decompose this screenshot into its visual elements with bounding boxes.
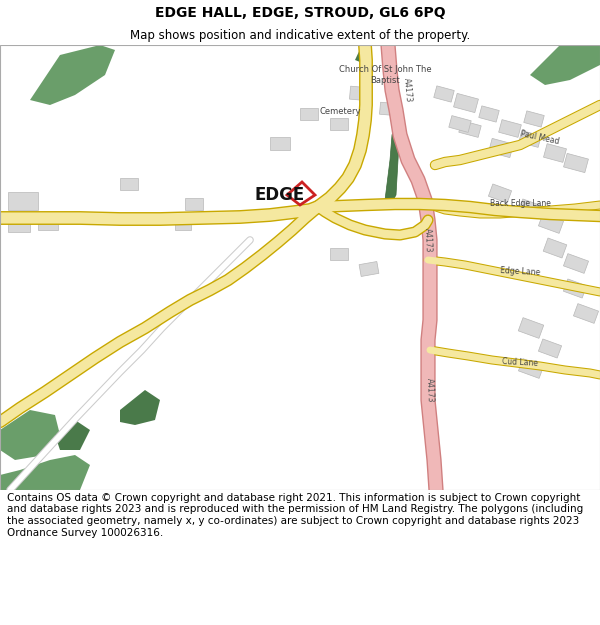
Polygon shape	[524, 111, 544, 127]
Polygon shape	[434, 86, 454, 102]
Polygon shape	[499, 119, 521, 138]
Text: Paul Mead: Paul Mead	[520, 129, 560, 146]
Polygon shape	[454, 93, 478, 112]
Polygon shape	[270, 137, 290, 150]
Text: Cud Lane: Cud Lane	[502, 357, 538, 367]
Polygon shape	[0, 455, 90, 490]
Polygon shape	[8, 217, 30, 232]
Polygon shape	[488, 138, 514, 158]
Text: Map shows position and indicative extent of the property.: Map shows position and indicative extent…	[130, 29, 470, 42]
Polygon shape	[449, 116, 471, 132]
Polygon shape	[459, 121, 481, 138]
Polygon shape	[359, 261, 379, 276]
Polygon shape	[563, 279, 587, 298]
Polygon shape	[538, 339, 562, 358]
Polygon shape	[8, 192, 38, 210]
Polygon shape	[574, 304, 599, 323]
Polygon shape	[355, 45, 372, 62]
Polygon shape	[185, 198, 203, 210]
Polygon shape	[120, 178, 138, 190]
Polygon shape	[175, 219, 191, 230]
Polygon shape	[30, 45, 115, 105]
Polygon shape	[563, 254, 589, 273]
Text: Contains OS data © Crown copyright and database right 2021. This information is : Contains OS data © Crown copyright and d…	[7, 492, 583, 538]
Text: EDGE: EDGE	[255, 186, 305, 204]
Text: Church Of St John The
Baptist: Church Of St John The Baptist	[338, 65, 431, 85]
Text: A4173: A4173	[425, 378, 435, 402]
Polygon shape	[300, 108, 318, 120]
Polygon shape	[0, 410, 60, 460]
Polygon shape	[518, 199, 542, 218]
Polygon shape	[563, 153, 589, 173]
Text: Cemetery: Cemetery	[319, 107, 361, 116]
Polygon shape	[519, 131, 541, 148]
Polygon shape	[518, 318, 544, 338]
Polygon shape	[38, 214, 58, 230]
Polygon shape	[479, 106, 499, 122]
Polygon shape	[538, 214, 563, 233]
Text: EDGE HALL, EDGE, STROUD, GL6 6PQ: EDGE HALL, EDGE, STROUD, GL6 6PQ	[155, 6, 445, 19]
Text: Edge Lane: Edge Lane	[500, 266, 540, 278]
Polygon shape	[330, 118, 348, 130]
Polygon shape	[544, 144, 566, 162]
Polygon shape	[385, 120, 400, 205]
Polygon shape	[120, 390, 160, 425]
Polygon shape	[518, 359, 544, 378]
Polygon shape	[543, 238, 567, 258]
Polygon shape	[330, 248, 348, 260]
Polygon shape	[530, 45, 600, 85]
Polygon shape	[55, 420, 90, 450]
Polygon shape	[349, 86, 371, 101]
Polygon shape	[488, 184, 512, 203]
Text: Back Edge Lane: Back Edge Lane	[490, 199, 550, 208]
Text: A4173: A4173	[423, 228, 433, 253]
Text: A4173: A4173	[403, 78, 413, 102]
Polygon shape	[380, 102, 398, 116]
